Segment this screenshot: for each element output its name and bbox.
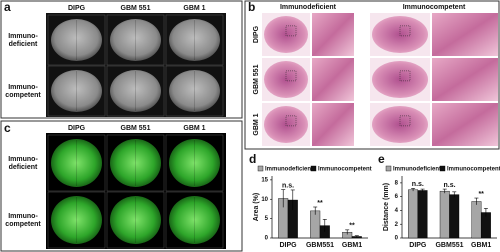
- y-tick-label: 15: [261, 177, 268, 183]
- y-tick-label: 2: [395, 222, 399, 228]
- x-tick-label: GBM551: [435, 242, 463, 249]
- zoom-image: [312, 58, 354, 101]
- group-header: Immunocompetent: [403, 4, 466, 11]
- panel-label: a: [4, 0, 11, 14]
- brain-image: [110, 196, 161, 244]
- annotation: **: [478, 191, 484, 198]
- zoom-image: [312, 13, 354, 56]
- brain-image: [110, 139, 161, 187]
- section-image: [372, 16, 428, 53]
- row-label: Immuno-: [8, 33, 38, 40]
- brain-image: [169, 70, 220, 112]
- brain-image: [110, 70, 161, 112]
- brain-image: [51, 19, 102, 61]
- row-label: competent: [5, 221, 41, 228]
- content: a DIPG GBM 551 GBM 1Immuno-deficientImmuno-…: [4, 0, 500, 249]
- column-header: GBM 1: [183, 5, 205, 12]
- column-header: DIPG: [68, 5, 86, 12]
- bar: [310, 210, 321, 239]
- y-tick-label: 8: [395, 180, 399, 186]
- x-tick-label: GBM1: [342, 242, 362, 249]
- y-tick-label: 6: [395, 194, 399, 200]
- bar: [449, 194, 460, 239]
- zoom-box: [399, 115, 411, 127]
- legend-label: Immunocompetent: [447, 166, 500, 172]
- zoom-box: [285, 115, 297, 127]
- zoom-box: [399, 70, 411, 82]
- zoom-box: [285, 25, 297, 37]
- panel-label: b: [248, 0, 255, 14]
- legend-swatch: [257, 165, 264, 172]
- y-tick-label: 5: [265, 216, 269, 222]
- panel-frame: [0, 0, 243, 119]
- bar: [408, 189, 419, 239]
- section-image: [264, 106, 308, 143]
- x-tick-label: DIPG: [279, 242, 297, 249]
- brain-image: [51, 196, 102, 244]
- row-label: Immuno-: [8, 213, 38, 220]
- annotation: n.s.: [282, 182, 294, 189]
- legend-swatch: [385, 165, 392, 172]
- brain-image: [51, 70, 102, 112]
- column-header: GBM 551: [121, 5, 151, 12]
- y-axis-label: Distance (mm): [383, 183, 390, 231]
- brain-image: [169, 19, 220, 61]
- x-tick-label: GBM1: [471, 242, 491, 249]
- y-axis-label: Area (%): [253, 193, 260, 221]
- row-label: Immuno-: [8, 156, 38, 163]
- panel-label: c: [4, 121, 11, 135]
- panel-label: d: [249, 152, 256, 166]
- zoom-image: [432, 13, 498, 56]
- row-label: Immuno-: [8, 84, 38, 91]
- bar: [417, 190, 428, 239]
- zoom-image: [312, 103, 354, 146]
- bar: [439, 190, 450, 239]
- row-label: DIPG: [253, 25, 260, 43]
- panel-label: e: [378, 152, 385, 166]
- y-tick-label: 0: [395, 236, 399, 242]
- row-label: deficient: [9, 41, 38, 48]
- legend-label: Immunocompetent: [318, 166, 372, 172]
- legend-label: Immunodeficient: [393, 166, 441, 172]
- section-image: [264, 61, 308, 98]
- row-label: competent: [5, 92, 41, 99]
- zoom-image: [432, 103, 498, 146]
- bar: [471, 201, 482, 239]
- y-tick-label: 0: [265, 236, 269, 242]
- row-label: deficient: [9, 164, 38, 171]
- section-image: [372, 106, 428, 143]
- panel-frame: [244, 0, 500, 150]
- legend-swatch: [310, 165, 317, 172]
- brain-image: [51, 139, 102, 187]
- y-tick-label: 4: [395, 208, 399, 214]
- section-image: [264, 16, 308, 53]
- legend-swatch: [439, 165, 446, 172]
- brain-image: [169, 196, 220, 244]
- y-tick-label: 10: [261, 197, 268, 203]
- group-header: Immunodeficient: [280, 4, 337, 11]
- zoom-box: [399, 25, 411, 37]
- panel-frame: [0, 120, 243, 252]
- column-header: GBM 1: [183, 125, 205, 132]
- annotation: **: [317, 200, 323, 207]
- brain-image: [110, 19, 161, 61]
- legend-label: Immunodeficient: [265, 166, 313, 172]
- zoom-box: [285, 70, 297, 82]
- row-label: GBM 1: [253, 113, 260, 135]
- zoom-image: [432, 58, 498, 101]
- section-image: [372, 61, 428, 98]
- annotation: n.s.: [412, 181, 424, 188]
- annotation: **: [349, 223, 355, 230]
- column-header: DIPG: [68, 125, 86, 132]
- brain-image: [169, 139, 220, 187]
- x-tick-label: GBM551: [306, 242, 334, 249]
- x-tick-label: DIPG: [409, 242, 427, 249]
- annotation: n.s.: [443, 182, 455, 189]
- column-header: GBM 551: [121, 125, 151, 132]
- row-label: GBM 551: [253, 64, 260, 94]
